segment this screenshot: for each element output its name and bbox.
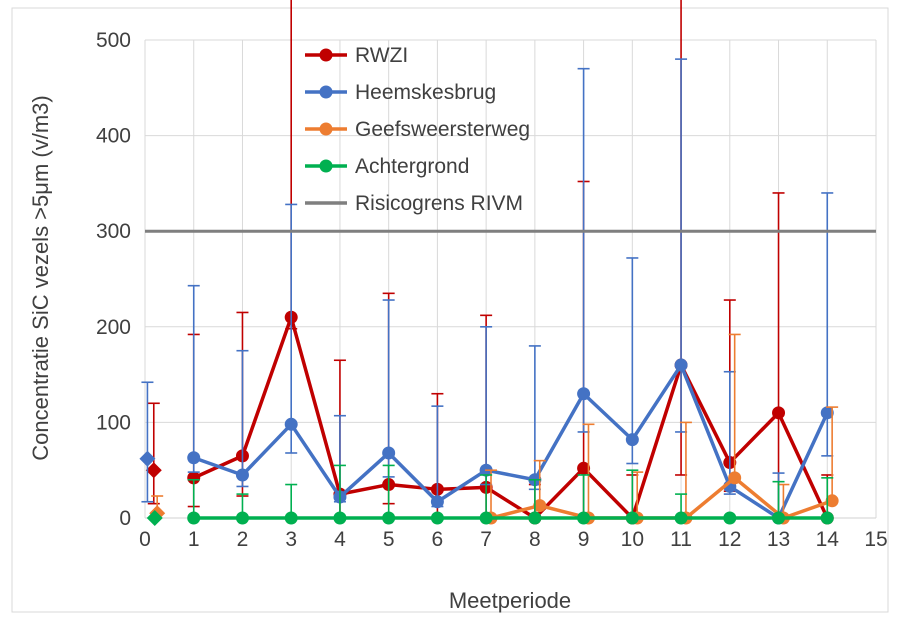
- data-point-diamond: [139, 450, 156, 467]
- legend-item: Geefsweersterweg: [305, 118, 530, 141]
- data-point: [187, 451, 201, 465]
- data-point: [430, 495, 444, 509]
- x-tick-label: 0: [139, 528, 151, 551]
- data-point: [825, 494, 839, 508]
- legend: RWZI Heemskesbrug Geefsweersterweg Achtergr…: [305, 44, 530, 215]
- data-point: [625, 511, 639, 525]
- y-tick-label: 400: [96, 125, 131, 148]
- x-tick-label: 13: [767, 528, 790, 551]
- legend-label: Achtergrond: [355, 155, 469, 178]
- x-tick-label: 4: [334, 528, 346, 551]
- series-line: [193, 315, 829, 520]
- series-heemskesbrug: [139, 58, 834, 525]
- data-point: [728, 471, 742, 485]
- x-tick-label: 6: [432, 528, 444, 551]
- data-point: [577, 511, 591, 525]
- data-point: [723, 511, 737, 525]
- data-point: [625, 433, 639, 447]
- series-line: [193, 363, 829, 520]
- data-point-diamond: [145, 462, 162, 479]
- y-tick-label: 100: [96, 411, 131, 434]
- x-tick-label: 10: [621, 528, 644, 551]
- data-point: [528, 511, 542, 525]
- x-tick-label: 7: [480, 528, 492, 551]
- x-tick-label: 3: [285, 528, 297, 551]
- data-point: [235, 511, 249, 525]
- x-tick-label: 1: [188, 528, 200, 551]
- x-tick-label: 5: [383, 528, 395, 551]
- legend-swatch-marker: [319, 122, 333, 136]
- legend-label: Heemskesbrug: [355, 81, 496, 104]
- x-tick-label: 11: [670, 528, 692, 551]
- data-point: [235, 468, 249, 482]
- legend-swatch-marker: [319, 48, 333, 62]
- x-tick-label: 15: [864, 528, 887, 551]
- data-point-diamond: [146, 510, 163, 526]
- data-point: [479, 511, 493, 525]
- y-axis-title: Concentratie SiC vezels >5μm (v/m3): [28, 95, 53, 460]
- data-point: [187, 471, 201, 485]
- data-point: [820, 406, 834, 420]
- data-point: [382, 446, 396, 460]
- legend-swatch-marker: [319, 85, 333, 99]
- x-tick-label: 8: [529, 528, 541, 551]
- data-point: [820, 511, 834, 525]
- legend-label: Risicogrens RIVM: [355, 192, 523, 215]
- data-point: [674, 511, 688, 525]
- x-tick-label: 14: [816, 528, 840, 551]
- data-point: [333, 511, 347, 525]
- x-tick-label: 2: [237, 528, 249, 551]
- legend-swatch-marker: [319, 159, 333, 173]
- series-achtergrond: [146, 464, 834, 526]
- y-tick-label: 200: [96, 316, 131, 339]
- y-tick-label: 300: [96, 220, 131, 243]
- x-tick-label: 12: [718, 528, 741, 551]
- series: [139, 0, 876, 526]
- data-point: [284, 511, 298, 525]
- y-tick-label: 0: [119, 507, 131, 530]
- data-point: [533, 499, 547, 513]
- legend-label: RWZI: [355, 44, 408, 67]
- data-point: [772, 406, 786, 420]
- data-point: [772, 511, 786, 525]
- legend-label: Geefsweersterweg: [355, 118, 530, 141]
- legend-item: Risicogrens RIVM: [305, 192, 523, 215]
- data-point: [382, 511, 396, 525]
- legend-item: RWZI: [305, 44, 408, 67]
- x-tick-label: 9: [578, 528, 590, 551]
- data-point: [284, 417, 298, 431]
- y-tick-label: 500: [96, 29, 131, 52]
- data-point: [577, 461, 591, 475]
- data-point: [674, 358, 688, 372]
- legend-item: Heemskesbrug: [305, 81, 496, 104]
- legend-item: Achtergrond: [305, 155, 469, 178]
- data-point: [577, 387, 591, 401]
- data-point: [430, 511, 444, 525]
- data-point: [187, 511, 201, 525]
- x-axis-title: Meetperiode: [449, 588, 571, 613]
